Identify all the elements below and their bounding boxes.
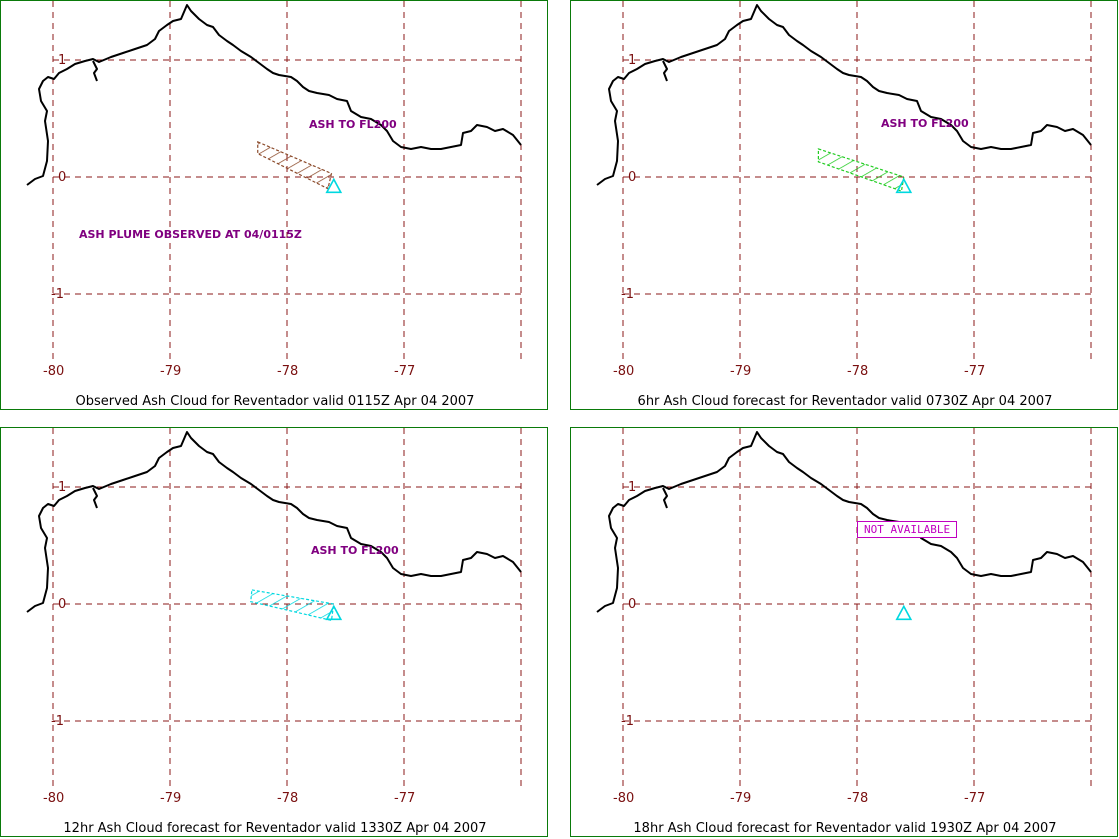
map-forecast-18hr: -80 -79 -78 -77 1 0 -1: [596, 428, 1093, 806]
ash-cloud-outline: [250, 589, 335, 622]
x-tick-label: -79: [730, 791, 751, 806]
panel-caption: 18hr Ash Cloud forecast for Reventador v…: [633, 821, 1057, 836]
ash-altitude-label: ASH TO FL200: [311, 544, 399, 557]
x-tick-label: -80: [613, 791, 634, 806]
x-tick-label: -79: [730, 364, 751, 379]
ash-cloud-outline: [817, 148, 905, 192]
x-tick-label: -77: [394, 364, 415, 379]
coastline: [26, 4, 522, 186]
volcano-triangle-icon: [895, 604, 913, 621]
y-tick-label: 1: [628, 480, 636, 495]
x-tick-label: -80: [613, 364, 634, 379]
coastline: [596, 431, 1092, 613]
panel-caption: 12hr Ash Cloud forecast for Reventador v…: [63, 821, 487, 836]
ash-altitude-label: ASH TO FL200: [309, 118, 397, 131]
x-tick-label: -78: [277, 364, 298, 379]
y-tick-label: -1: [51, 714, 64, 729]
x-tick-label: -77: [964, 791, 985, 806]
y-tick-label: 1: [58, 53, 66, 68]
x-tick-label: -78: [277, 791, 298, 806]
panel-forecast-6hr: -80 -79 -78 -77 1 0 -1 ASH TO FL200 6hr Ash Cl…: [570, 0, 1118, 410]
x-tick-label: -77: [394, 791, 415, 806]
y-tick-label: 0: [58, 597, 66, 612]
y-tick-label: 0: [628, 170, 636, 185]
not-available-label: NOT AVAILABLE: [857, 521, 958, 538]
panel-observed: -80 -79 -78 -77 1 0 -1 ASH TO FL200 ASH PLUME …: [0, 0, 548, 410]
ash-cloud-outline: [257, 140, 333, 190]
y-tick-label: 1: [628, 53, 636, 68]
ash-altitude-label: ASH TO FL200: [881, 117, 969, 130]
x-tick-label: -79: [160, 791, 181, 806]
volcano-triangle-icon: [325, 604, 343, 621]
x-tick-label: -80: [43, 791, 64, 806]
x-tick-label: -77: [964, 364, 985, 379]
ash-cloud-polygon: [817, 148, 905, 192]
panel-forecast-18hr: -80 -79 -78 -77 1 0 -1 NOT AVAILABLE 18hr Ash …: [570, 427, 1118, 837]
x-tick-label: -78: [847, 791, 868, 806]
y-tick-label: -1: [621, 714, 634, 729]
y-tick-label: 0: [628, 597, 636, 612]
map-forecast-6hr: -80 -79 -78 -77 1 0 -1 ASH TO FL200: [596, 1, 1093, 379]
x-tick-label: -80: [43, 364, 64, 379]
volcano-triangle-icon: [325, 177, 343, 194]
ash-cloud-polygon: [250, 589, 335, 622]
panel-caption: Observed Ash Cloud for Reventador valid …: [75, 394, 475, 409]
ash-cloud-polygon: [257, 140, 333, 190]
x-tick-label: -79: [160, 364, 181, 379]
y-tick-label: 1: [58, 480, 66, 495]
river-line: [662, 487, 668, 509]
x-tick-label: -78: [847, 364, 868, 379]
river-line: [92, 487, 98, 509]
y-tick-label: -1: [621, 287, 634, 302]
coastline: [26, 431, 522, 613]
y-tick-label: 0: [58, 170, 66, 185]
river-line: [662, 60, 668, 82]
y-tick-label: -1: [51, 287, 64, 302]
observation-time-label: ASH PLUME OBSERVED AT 04/0115Z: [79, 228, 302, 241]
panel-caption: 6hr Ash Cloud forecast for Reventador va…: [637, 394, 1053, 409]
panel-forecast-12hr: -80 -79 -78 -77 1 0 -1 ASH TO FL200 12hr Ash C…: [0, 427, 548, 837]
river-line: [92, 60, 98, 82]
coastline: [596, 4, 1092, 186]
map-forecast-12hr: -80 -79 -78 -77 1 0 -1 ASH TO FL200: [26, 428, 523, 806]
volcano-triangle-icon: [895, 177, 913, 194]
map-observed: -80 -79 -78 -77 1 0 -1 ASH TO FL200 ASH PLUME …: [26, 1, 523, 379]
